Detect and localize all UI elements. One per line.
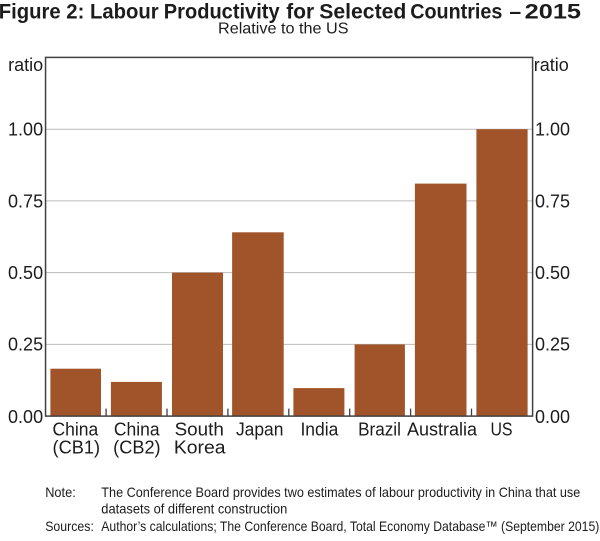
svg-text:0.50: 0.50 <box>535 263 570 283</box>
svg-text:Author’s calculations; The Con: Author’s calculations; The Conference Bo… <box>101 518 599 534</box>
svg-text:1.00: 1.00 <box>535 120 570 140</box>
svg-text:China: China <box>114 419 161 439</box>
svg-text:China: China <box>53 419 100 439</box>
svg-text:US: US <box>490 419 512 439</box>
svg-text:Figure 2: Labour: Figure 2: Labour <box>0 0 159 23</box>
svg-text:0.25: 0.25 <box>535 335 570 355</box>
svg-text:ratio: ratio <box>534 55 569 75</box>
svg-text:The Conference Board provides: The Conference Board provides two estima… <box>101 484 580 500</box>
svg-text:Brazil: Brazil <box>358 419 401 439</box>
svg-text:1.00: 1.00 <box>8 120 43 140</box>
svg-text:–: – <box>509 0 521 23</box>
svg-text:0.75: 0.75 <box>8 191 43 211</box>
svg-text:datasets of different construc: datasets of different construction <box>101 501 287 517</box>
svg-text:Australia: Australia <box>407 419 478 439</box>
svg-text:Japan: Japan <box>236 419 284 439</box>
svg-text:0.75: 0.75 <box>535 191 570 211</box>
svg-text:2015: 2015 <box>525 0 581 23</box>
svg-text:Note:: Note: <box>45 484 76 500</box>
svg-text:ratio: ratio <box>8 55 43 75</box>
svg-text:Countries: Countries <box>410 0 502 23</box>
svg-text:Productivity: Productivity <box>164 0 280 23</box>
svg-text:0.50: 0.50 <box>8 263 43 283</box>
svg-text:India: India <box>300 419 339 439</box>
svg-text:Korea: Korea <box>174 438 227 458</box>
svg-text:0.25: 0.25 <box>8 335 43 355</box>
svg-text:Selected: Selected <box>319 0 406 23</box>
svg-text:0.00: 0.00 <box>8 407 43 427</box>
svg-text:Relative to the US: Relative to the US <box>218 21 349 38</box>
svg-text:(CB2): (CB2) <box>113 438 160 458</box>
svg-text:Sources:: Sources: <box>45 518 94 534</box>
svg-text:South: South <box>175 419 224 439</box>
svg-text:for: for <box>286 0 314 23</box>
svg-text:(CB1): (CB1) <box>53 438 101 458</box>
svg-text:0.00: 0.00 <box>535 407 570 427</box>
